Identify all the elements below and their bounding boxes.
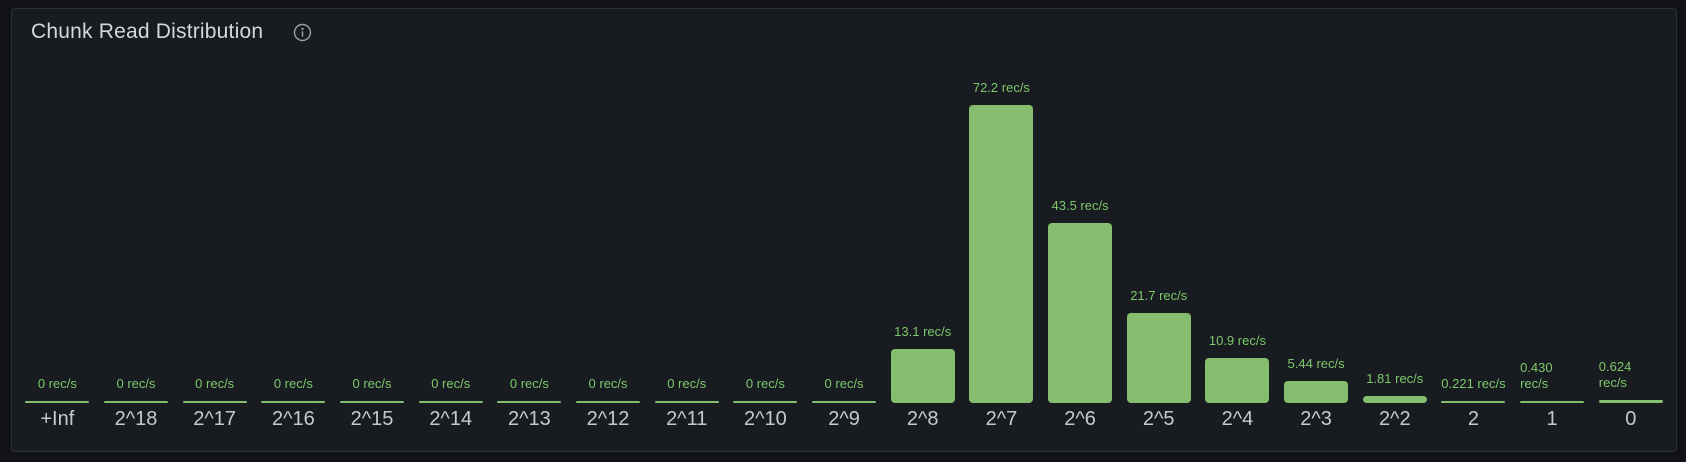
x-axis: +Inf 2^18 2^17 2^16 2^15 2^14 2^13 2^12 2^11 2^10… [18,403,1670,431]
value-label: 43.5 rec/s [1051,198,1109,213]
bar-column: 10.9 rec/s [1198,57,1277,403]
bar-column: 21.7 rec/s [1119,57,1198,403]
bar-column: 0.221 rec/s [1434,57,1513,403]
bar-column: 0 rec/s [411,57,490,403]
x-axis-label: 2^5 [1142,408,1175,430]
value-label: 0 rec/s [273,376,313,391]
value-label: 0 rec/s [195,376,235,391]
bar-column: 0 rec/s [175,57,254,403]
bar[interactable] [25,401,90,403]
panel-chunk-read-distribution: Chunk Read Distribution 0 rec/s 0 rec/s 0 … [11,8,1677,452]
x-axis-label: 2^15 [350,408,394,430]
value-label: 0.430 rec/s [1520,360,1553,391]
value-label: 0 rec/s [116,376,156,391]
bar[interactable] [182,401,247,403]
bar[interactable] [340,401,405,403]
x-axis-label: 2^2 [1378,408,1411,430]
bar-column: 0 rec/s [333,57,412,403]
value-label: 0 rec/s [37,376,77,391]
value-label: 0 rec/s [431,376,471,391]
bar-column: 0 rec/s [254,57,333,403]
bar-column: 5.44 rec/s [1277,57,1356,403]
bar[interactable] [1048,223,1113,403]
bar-column: 0 rec/s [18,57,97,403]
x-axis-label: 2^11 [666,408,708,430]
value-label: 0 rec/s [509,376,549,391]
bar[interactable] [654,401,719,403]
value-label: 0 rec/s [745,376,785,391]
bar-column: 0 rec/s [490,57,569,403]
bar[interactable] [418,401,483,403]
bar-column: 0 rec/s [569,57,648,403]
value-label: 5.44 rec/s [1287,356,1345,371]
bar-column: 1.81 rec/s [1355,57,1434,403]
bar[interactable] [1284,381,1349,403]
bar-column: 0 rec/s [647,57,726,403]
bar-column: 43.5 rec/s [1041,57,1120,403]
value-label: 0 rec/s [588,376,628,391]
value-label: 10.9 rec/s [1208,333,1266,348]
x-axis-label: 2^17 [193,408,237,430]
panel-header: Chunk Read Distribution [31,20,312,44]
bar[interactable] [969,105,1034,403]
bar[interactable] [576,401,641,403]
bar[interactable] [1126,313,1191,403]
bar[interactable] [1205,358,1270,403]
x-axis-label: 2^18 [114,408,158,430]
x-axis-label: 2^7 [985,408,1018,430]
bar-column: 0 rec/s [97,57,176,403]
value-label: 0.221 rec/s [1441,376,1506,391]
x-axis-label: 2^8 [906,408,939,430]
value-label: 21.7 rec/s [1130,288,1188,303]
bar[interactable] [1598,400,1663,403]
x-axis-label: 2^3 [1300,408,1332,430]
x-axis-label: +Inf [40,408,75,430]
plot-area: 0 rec/s 0 rec/s 0 rec/s 0 rec/s 0 rec/s 0 rec… [18,57,1670,403]
x-axis-label: 2^6 [1064,408,1096,430]
value-label: 0 rec/s [667,376,707,391]
x-axis-label: 2^10 [744,408,787,430]
bar[interactable] [1441,401,1506,403]
panel-title[interactable]: Chunk Read Distribution [31,20,264,43]
bar-chart: 0 rec/s 0 rec/s 0 rec/s 0 rec/s 0 rec/s 0 rec… [18,57,1670,431]
x-axis-label: 2^16 [271,408,315,430]
value-label: 1.81 rec/s [1366,371,1424,386]
bar[interactable] [812,401,877,403]
bar-column: 13.1 rec/s [883,57,962,403]
x-axis-label: 2^14 [429,408,473,430]
bar[interactable] [1362,396,1427,403]
bar-column: 0 rec/s [726,57,805,403]
x-axis-label: 1 [1546,408,1558,430]
value-label: 72.2 rec/s [972,80,1030,95]
bar-column: 0.624 rec/s [1591,57,1670,403]
bar[interactable] [104,401,168,403]
bar-column: 0.430 rec/s [1513,57,1592,403]
bar[interactable] [261,401,326,403]
value-label: 0.624 rec/s [1598,359,1632,390]
x-axis-label: 0 [1625,408,1637,430]
bar-column: 0 rec/s [805,57,884,403]
info-circle-icon[interactable] [293,23,312,42]
bar[interactable] [1520,401,1585,403]
x-axis-label: 2^13 [507,408,551,430]
value-label: 13.1 rec/s [894,324,952,339]
x-axis-label: 2^12 [586,408,630,430]
value-label: 0 rec/s [824,376,864,391]
x-axis-label: 2^4 [1221,408,1254,430]
bar[interactable] [497,401,562,403]
bar-column: 72.2 rec/s [962,57,1041,403]
value-label: 0 rec/s [352,376,392,391]
x-axis-label: 2 [1467,408,1479,430]
bar[interactable] [890,349,955,403]
x-axis-label: 2^9 [828,408,860,430]
bar[interactable] [733,401,798,403]
